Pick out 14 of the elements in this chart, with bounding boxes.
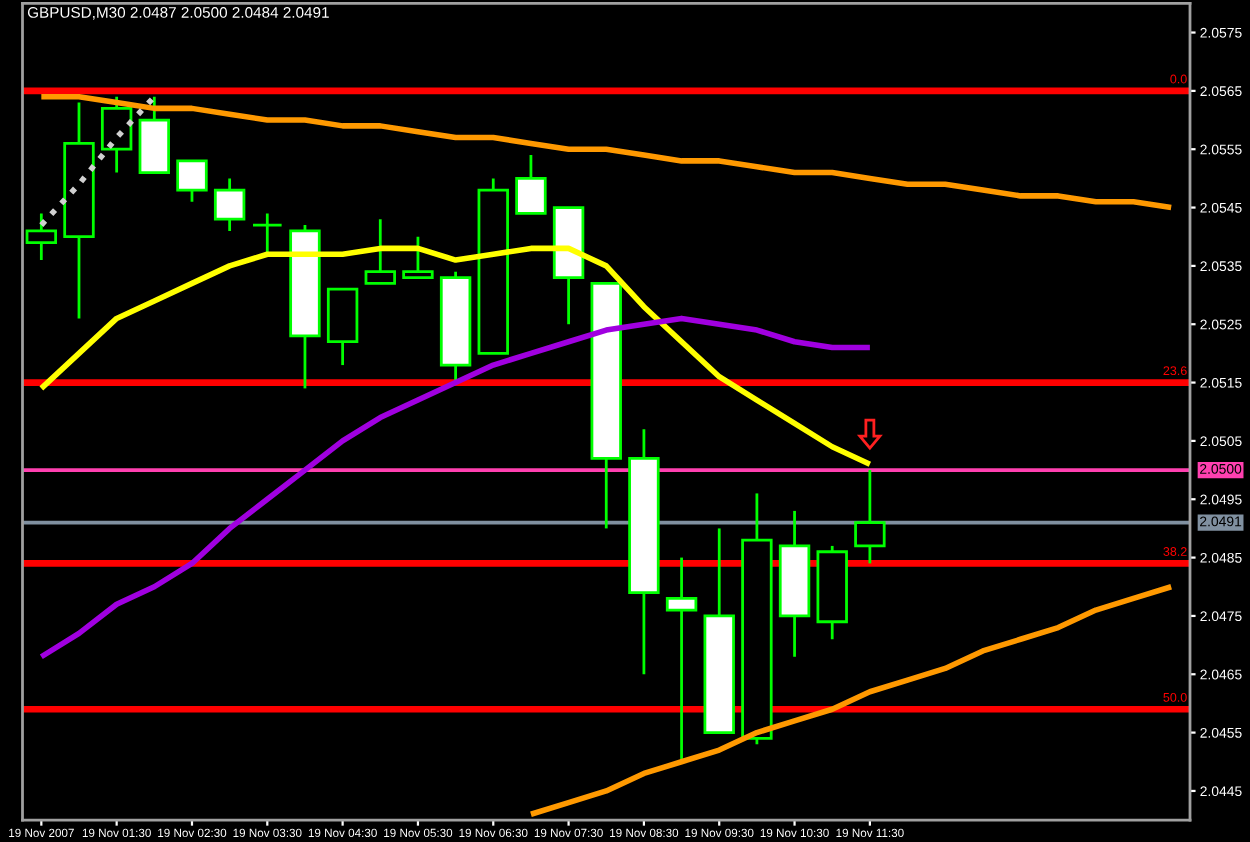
line-series <box>38 245 873 468</box>
candlestick <box>364 217 396 285</box>
candlestick <box>213 176 246 233</box>
line-series <box>38 93 158 228</box>
candlestick <box>100 95 133 174</box>
candlestick <box>854 468 886 565</box>
candlestick <box>251 212 283 256</box>
line-series <box>38 93 1174 211</box>
candlestick <box>25 212 58 262</box>
candlestick <box>176 159 208 204</box>
candlestick <box>665 556 698 764</box>
line-series <box>38 315 873 660</box>
candlestick <box>515 153 547 215</box>
candlestick <box>402 235 434 279</box>
